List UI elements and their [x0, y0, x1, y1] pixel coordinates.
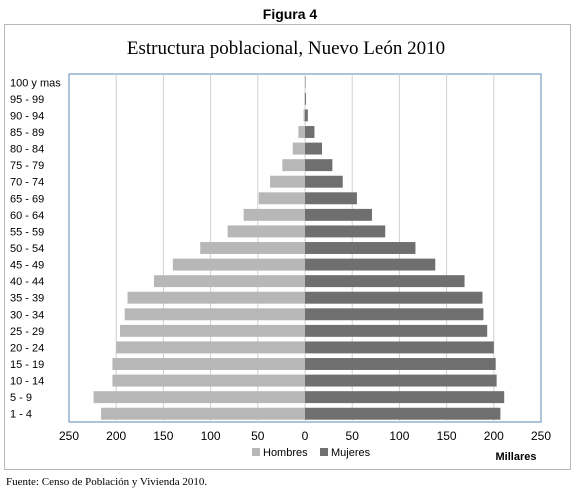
x-tick-label: 200 — [484, 429, 504, 443]
bar-mujeres — [305, 126, 315, 138]
x-tick-label: 250 — [59, 429, 79, 443]
x-tick-label: 150 — [437, 429, 457, 443]
x-tick-label: 150 — [153, 429, 173, 443]
age-group-label: 1 - 4 — [10, 409, 32, 421]
bar-mujeres — [305, 374, 497, 387]
bar-hombres — [304, 92, 306, 105]
bar-hombres — [292, 142, 305, 155]
x-tick-label: 50 — [346, 429, 360, 443]
bar-hombres — [93, 391, 305, 404]
bar-hombres — [282, 159, 305, 172]
legend: Hombres Mujeres — [252, 447, 371, 459]
bar-hombres — [153, 275, 305, 288]
x-tick-label: 100 — [201, 429, 221, 443]
chart-title: Estructura poblacional, Nuevo León 2010 — [127, 38, 445, 59]
bar-hombres — [119, 324, 305, 337]
legend-mujeres-swatch — [320, 448, 328, 456]
bar-hombres — [270, 175, 305, 188]
age-group-label: 35 - 39 — [10, 293, 44, 305]
bar-hombres — [298, 126, 305, 138]
age-group-label: 25 - 29 — [10, 326, 44, 338]
age-group-label: 80 - 84 — [10, 144, 44, 156]
bar-hombres — [258, 192, 305, 205]
bar-mujeres — [305, 308, 484, 321]
bar-mujeres — [305, 275, 465, 288]
bar-mujeres — [305, 324, 488, 337]
age-group-label: 30 - 34 — [10, 309, 44, 321]
bar-mujeres — [305, 391, 505, 404]
age-group-label: 40 - 44 — [10, 276, 44, 288]
legend-hombres-swatch — [252, 448, 260, 456]
x-tick-label: 250 — [531, 429, 551, 443]
bar-mujeres — [305, 76, 306, 89]
bar-mujeres — [305, 109, 308, 122]
bar-mujeres — [305, 192, 357, 205]
bar-mujeres — [305, 407, 501, 420]
bar-mujeres — [305, 92, 306, 105]
bar-mujeres — [305, 258, 436, 271]
age-group-label: 50 - 54 — [10, 243, 44, 255]
age-group-label: 20 - 24 — [10, 342, 44, 354]
age-group-label: 70 - 74 — [10, 177, 44, 189]
bar-hombres — [200, 242, 305, 254]
legend-mujeres-label: Mujeres — [331, 447, 371, 459]
age-group-label: 90 - 94 — [10, 110, 44, 122]
age-group-label: 15 - 19 — [10, 359, 44, 371]
bar-mujeres — [305, 291, 483, 304]
bar-mujeres — [305, 175, 343, 188]
legend-hombres-label: Hombres — [263, 447, 308, 459]
age-group-label: 55 - 59 — [10, 226, 44, 238]
bar-hombres — [112, 358, 305, 370]
bar-hombres — [101, 407, 305, 420]
bar-hombres — [116, 341, 305, 354]
bar-hombres — [172, 258, 305, 271]
source-note: Fuente: Censo de Población y Vivienda 20… — [6, 476, 208, 488]
bar-mujeres — [305, 159, 333, 172]
bar-hombres — [227, 225, 305, 238]
x-tick-label: 100 — [389, 429, 409, 443]
age-group-label: 75 - 79 — [10, 160, 44, 172]
x-tick-label: 200 — [106, 429, 126, 443]
bar-mujeres — [305, 225, 386, 238]
x-tick-label: 0 — [302, 429, 309, 443]
bar-hombres — [124, 308, 305, 321]
age-group-label: 60 - 64 — [10, 210, 44, 222]
unit-label: Millares — [496, 451, 537, 463]
bar-hombres — [127, 291, 305, 304]
bar-hombres — [303, 109, 305, 122]
bar-mujeres — [305, 242, 416, 254]
age-group-label: 45 - 49 — [10, 260, 44, 272]
age-group-label: 95 - 99 — [10, 94, 44, 106]
bar-mujeres — [305, 208, 373, 221]
bar-mujeres — [305, 341, 494, 354]
bar-mujeres — [305, 142, 322, 155]
x-tick-label: 50 — [251, 429, 265, 443]
age-group-label: 10 - 14 — [10, 376, 44, 388]
bar-hombres — [112, 374, 305, 387]
age-group-label: 5 - 9 — [10, 392, 32, 404]
figure-label: Figura 4 — [262, 6, 318, 22]
age-group-label: 65 - 69 — [10, 193, 44, 205]
age-group-label: 85 - 89 — [10, 127, 44, 139]
bar-hombres — [243, 208, 305, 221]
bar-mujeres — [305, 358, 496, 370]
age-group-label: 100 y mas — [10, 77, 61, 89]
